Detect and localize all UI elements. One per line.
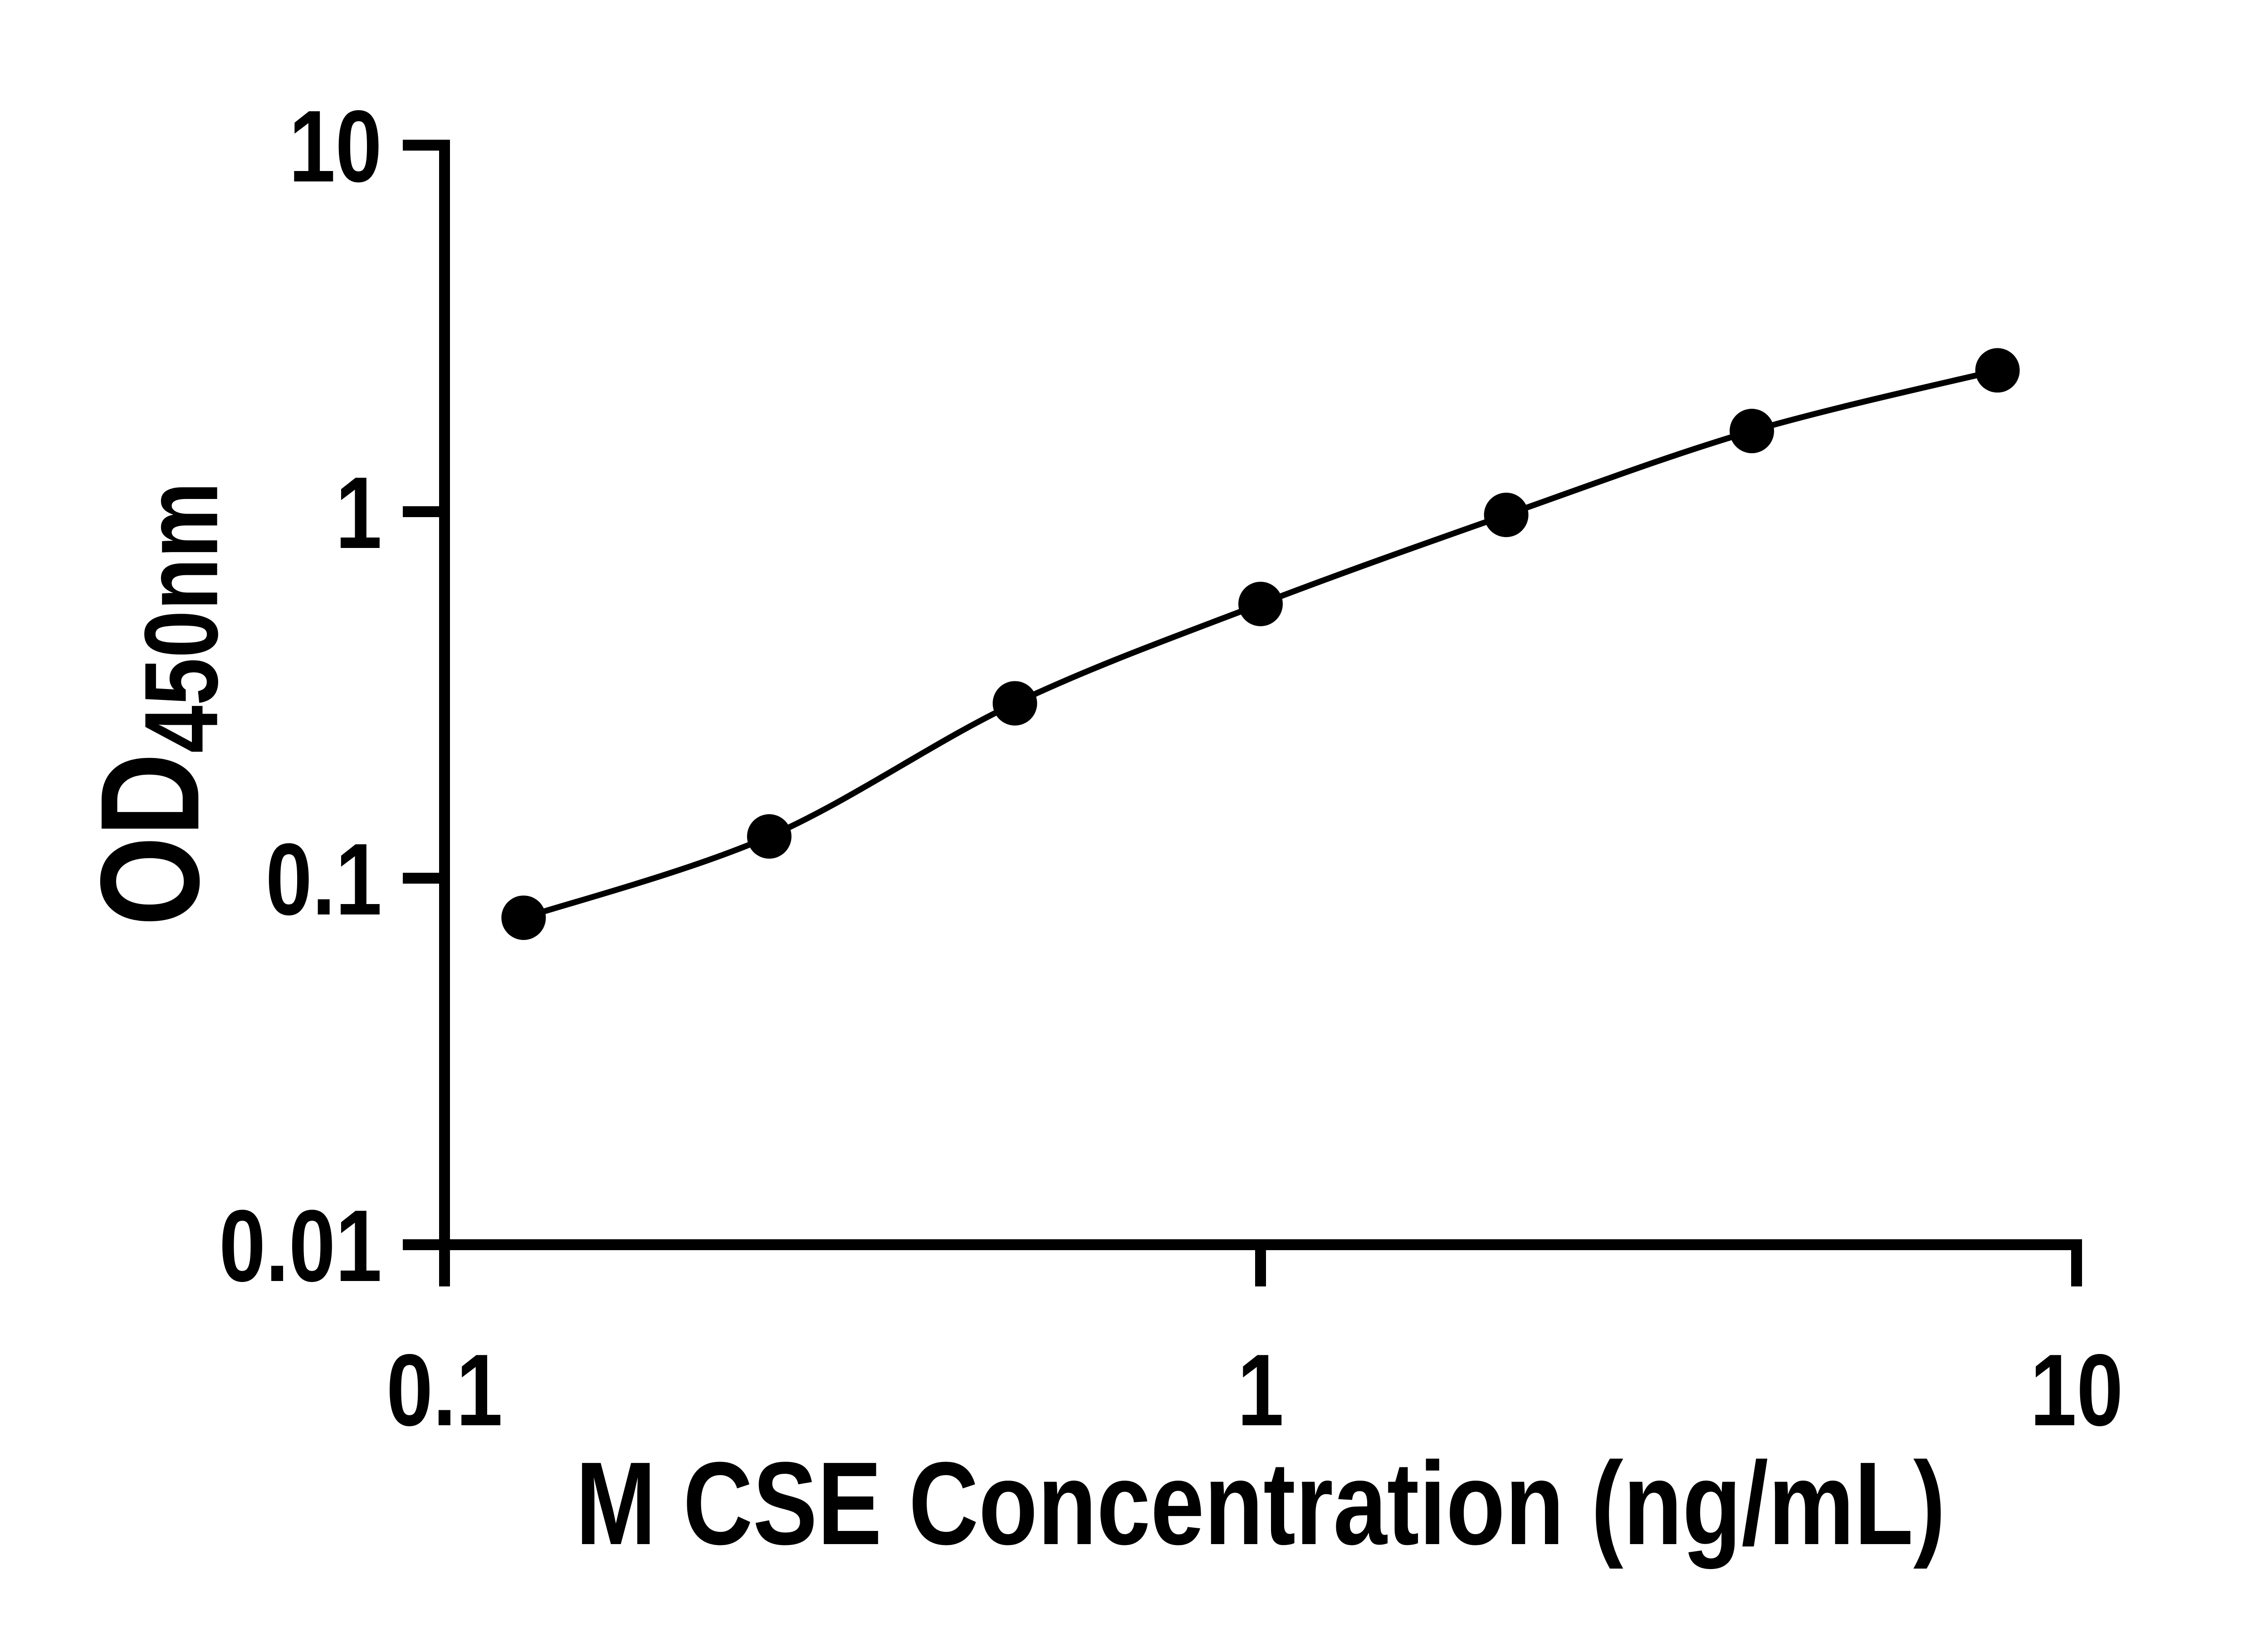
x-tick-label: 10 — [2030, 1333, 2123, 1447]
y-tick-label: 1 — [335, 456, 382, 570]
y-tick-label: 0.01 — [219, 1189, 382, 1303]
x-axis-title-text: M CSE Concentration (ng/mL) — [575, 1438, 1946, 1569]
data-point — [1975, 348, 2020, 393]
data-point — [501, 895, 546, 940]
fit-curve — [520, 367, 2001, 921]
data-point — [1484, 493, 1529, 538]
data-point — [747, 814, 792, 859]
y-tick-label: 10 — [289, 89, 382, 204]
axes-layer — [403, 140, 2082, 1286]
y-axis-title-main: OD — [71, 753, 229, 926]
x-axis-title: M CSE Concentration (ng/mL) — [576, 1445, 1945, 1563]
y-tick-label: 0.1 — [266, 822, 382, 937]
x-tick-label: 1 — [1237, 1333, 1284, 1447]
data-point — [1238, 582, 1283, 626]
y-axis-title: OD450nm — [71, 482, 239, 926]
data-points-layer — [501, 348, 2020, 940]
x-tick-label: 0.1 — [386, 1333, 503, 1447]
fit-curve-layer — [520, 367, 2001, 921]
data-point — [992, 681, 1037, 726]
data-point — [1730, 409, 1774, 454]
y-axis-title-sub: 450nm — [122, 482, 240, 753]
